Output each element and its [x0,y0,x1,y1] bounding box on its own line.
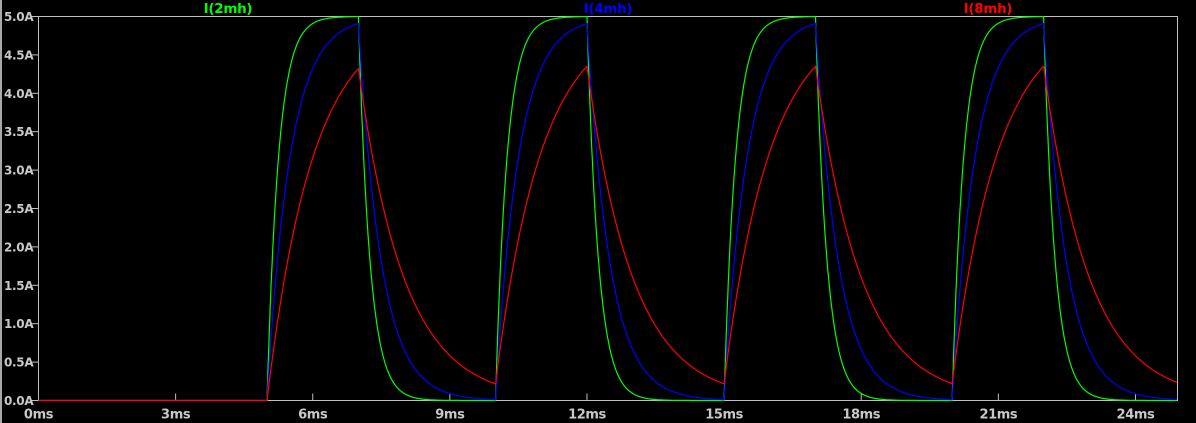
y-tick-label: 4.5A [4,48,34,62]
legend-item-i8mh[interactable]: I(8mh) [964,1,1013,17]
y-tick-label: 1.5A [4,279,34,293]
x-tick-label: 12ms [568,408,606,423]
x-tick-label: 24ms [1117,408,1155,423]
trace-8mh [38,65,1178,402]
y-tick-label: 0.0A [4,394,34,408]
y-tick-label: 1.0A [4,317,34,331]
y-tick-label: 3.5A [4,125,34,139]
window-frame-left [0,0,2,423]
legend: I(2mh) I(4mh) I(8mh) [204,1,1013,17]
trace-4mh [38,22,1178,402]
x-axis: 0ms 3ms 6ms 9ms 12ms 15ms 18ms 21ms 24ms [24,393,1155,423]
trace-2mh [38,16,1178,402]
x-tick-label: 6ms [298,408,328,423]
traces [38,16,1178,402]
x-tick-label: 9ms [435,408,465,423]
y-tick-label: 3.0A [4,164,34,178]
y-tick-label: 5.0A [4,10,34,24]
y-axis: 5.0A 4.5A 4.0A 3.5A 3.0A 2.5A 2.0A 1.5A 1.0A 0.5A… [4,10,38,408]
y-tick-label: 0.5A [4,356,34,370]
y-tick-label: 2.5A [4,202,34,216]
x-tick-label: 0ms [24,408,54,423]
legend-item-i4mh[interactable]: I(4mh) [584,1,633,17]
x-tick-label: 3ms [161,408,191,423]
x-tick-label: 15ms [705,408,743,423]
y-tick-label: 4.0A [4,87,34,101]
x-tick-label: 21ms [979,408,1017,423]
x-tick-label: 18ms [842,408,880,423]
plot-border [38,16,1178,401]
y-tick-label: 2.0A [4,240,34,254]
legend-item-i2mh[interactable]: I(2mh) [204,1,253,17]
